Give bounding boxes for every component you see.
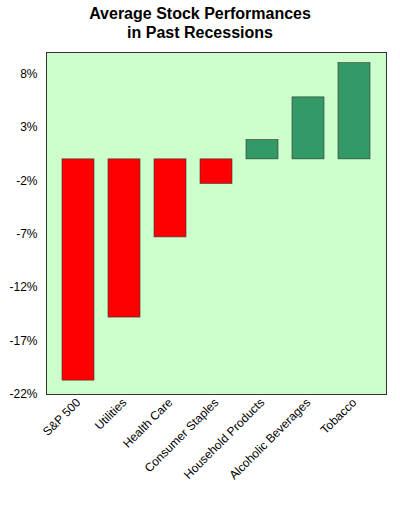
- svg-text:-7%: -7%: [16, 227, 38, 241]
- svg-text:Consumer Staples: Consumer Staples: [141, 395, 222, 476]
- svg-text:Utilities: Utilities: [92, 395, 129, 432]
- svg-text:Health Care: Health Care: [120, 395, 176, 451]
- svg-text:8%: 8%: [20, 67, 38, 81]
- svg-text:3%: 3%: [20, 120, 38, 134]
- svg-text:Household Products: Household Products: [181, 395, 267, 481]
- svg-text:-12%: -12%: [9, 280, 37, 294]
- svg-text:S&P 500: S&P 500: [40, 395, 83, 438]
- html-text:Average Stock Performances in: Average Stock Performances in Past Reces…: [89, 5, 311, 41]
- svg-text:Tobacco: Tobacco: [318, 395, 360, 437]
- svg-text:Alcoholic Beverages: Alcoholic Beverages: [227, 395, 314, 482]
- svg-text:-2%: -2%: [16, 174, 38, 188]
- svg-text:-17%: -17%: [9, 334, 37, 348]
- svg-text:-22%: -22%: [9, 387, 37, 401]
